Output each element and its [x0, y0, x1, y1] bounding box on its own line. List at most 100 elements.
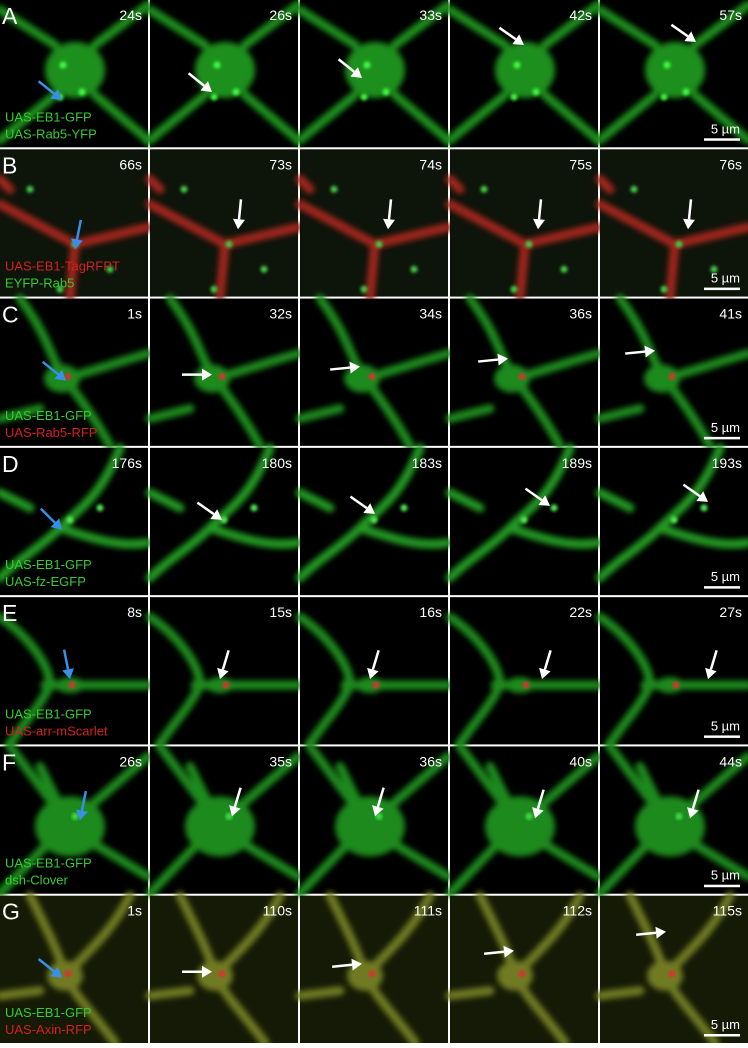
time-label: 8s	[127, 604, 142, 620]
time-label: 75s	[569, 156, 592, 172]
puncta	[222, 681, 230, 689]
punctum	[510, 93, 518, 101]
cell-body	[195, 42, 255, 98]
puncta	[218, 970, 226, 978]
puncta	[68, 681, 76, 689]
panel-letter: D	[2, 451, 19, 477]
neurite	[540, 0, 603, 50]
punctum	[330, 185, 338, 193]
cell-structure	[145, 174, 303, 301]
arrow-head	[367, 667, 379, 680]
puncta	[375, 812, 383, 820]
genotype-label: UAS-Axin-RFP	[5, 1022, 92, 1037]
arrow-head	[62, 668, 74, 680]
time-label: 35s	[269, 753, 292, 769]
micrograph: 36s	[295, 741, 453, 898]
punctum	[663, 61, 671, 69]
punctum	[518, 970, 526, 978]
genotype-label: UAS-EB1-GFP	[5, 856, 92, 871]
neurite	[305, 680, 355, 749]
time-label: 32s	[269, 306, 292, 322]
punctum	[518, 373, 526, 381]
arrow-shaft	[75, 219, 83, 240]
micrograph: 74s	[295, 149, 453, 301]
puncta	[372, 681, 380, 689]
punctum	[368, 970, 376, 978]
arrow-shaft	[536, 789, 545, 810]
micrograph: 66s B UAS-EB1-TagRFPT EYFP-Rab5	[0, 149, 153, 301]
punctum	[520, 516, 528, 524]
puncta	[675, 812, 683, 820]
arrow-head	[533, 218, 545, 230]
arrow-head	[539, 667, 551, 680]
neurite	[445, 841, 500, 898]
punctum	[410, 265, 418, 273]
neurite	[595, 986, 645, 1001]
neurite	[145, 90, 210, 145]
punctum	[400, 504, 408, 512]
punctum	[710, 265, 718, 273]
puncta	[368, 970, 376, 978]
arrow-shaft	[371, 650, 380, 670]
neurite	[65, 239, 80, 301]
micrograph: 115s 5 µm	[595, 891, 748, 1048]
micrograph: 110s	[145, 891, 298, 1048]
arrow-shaft	[41, 360, 59, 376]
cell-body	[35, 796, 105, 857]
punctum	[480, 185, 488, 193]
cell-body	[45, 42, 105, 98]
time-label: 16s	[419, 604, 442, 620]
punctum	[26, 185, 34, 193]
arrow-shaft	[636, 931, 657, 936]
arrow-head	[50, 966, 62, 978]
arrow-shaft	[62, 649, 70, 670]
neurite	[5, 741, 60, 811]
cell-structure	[595, 174, 748, 301]
cell-structure	[145, 443, 303, 583]
cell-body	[495, 42, 555, 98]
puncta	[668, 373, 676, 381]
puncta	[64, 970, 72, 978]
time-label: 110s	[263, 903, 292, 919]
punctum	[375, 812, 383, 820]
punctum	[682, 88, 690, 96]
punctum	[700, 504, 708, 512]
micrograph: 75s	[445, 149, 603, 301]
arrow-shaft	[349, 495, 368, 510]
time-label: 33s	[419, 7, 442, 23]
cell-body	[185, 796, 255, 857]
puncta	[64, 373, 72, 381]
puncta	[210, 61, 240, 101]
arrow-shaft	[187, 72, 205, 87]
cell-structure	[0, 612, 153, 749]
punctum	[382, 88, 390, 96]
neurite	[535, 836, 603, 881]
arrow-shaft	[687, 199, 693, 220]
puncta	[520, 504, 558, 524]
puncta	[630, 185, 718, 293]
time-label: 27s	[719, 604, 742, 620]
time-label: 180s	[262, 455, 292, 471]
arrow-head	[696, 491, 708, 502]
neurite	[0, 612, 55, 690]
arrow-head	[363, 503, 375, 514]
micrograph: 112s	[445, 891, 598, 1048]
micrograph: 111s	[295, 891, 448, 1048]
punctum	[260, 265, 268, 273]
scale-bar	[704, 436, 740, 440]
time-label: 15s	[269, 604, 292, 620]
time-label: 111s	[414, 903, 442, 919]
neurite	[685, 836, 748, 881]
neurite	[0, 986, 45, 1001]
puncta	[368, 373, 376, 381]
punctum	[375, 240, 383, 248]
time-label: 36s	[569, 306, 592, 322]
punctum	[78, 88, 86, 96]
punctum	[560, 265, 568, 273]
puncta	[660, 61, 690, 101]
panel-letter: A	[2, 3, 18, 29]
neurite	[0, 174, 15, 194]
neurite	[235, 751, 303, 811]
cell-structure	[595, 0, 748, 145]
neurite	[665, 239, 680, 301]
